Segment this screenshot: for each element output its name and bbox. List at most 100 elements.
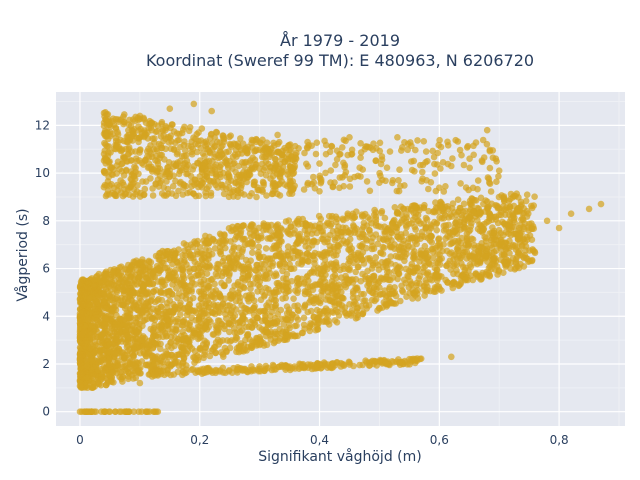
scatter-point bbox=[240, 315, 247, 323]
scatter-point bbox=[223, 337, 231, 344]
scatter-point bbox=[239, 140, 247, 147]
scatter-point bbox=[425, 185, 432, 193]
scatter-point bbox=[314, 323, 321, 331]
scatter-point bbox=[476, 209, 484, 216]
scatter-point bbox=[157, 262, 164, 269]
scatter-point bbox=[345, 246, 352, 253]
scatter-point bbox=[430, 288, 438, 296]
scatter-point bbox=[368, 296, 376, 304]
scatter-point bbox=[179, 359, 187, 367]
scatter-point bbox=[340, 265, 348, 273]
scatter-point bbox=[183, 282, 190, 290]
scatter-point bbox=[171, 139, 179, 147]
scatter-point bbox=[226, 189, 234, 197]
scatter-point bbox=[317, 215, 325, 223]
scatter-point bbox=[149, 192, 157, 199]
scatter-point bbox=[81, 283, 89, 291]
scatter-point bbox=[320, 318, 327, 326]
scatter-point bbox=[115, 118, 122, 125]
scatter-point bbox=[241, 265, 249, 273]
scatter-point bbox=[158, 144, 166, 152]
scatter-point bbox=[304, 250, 311, 257]
scatter-point bbox=[460, 208, 467, 216]
scatter-point bbox=[259, 186, 266, 194]
scatter-point bbox=[386, 148, 394, 155]
scatter-point bbox=[141, 185, 149, 193]
scatter-point bbox=[308, 268, 316, 275]
scatter-point bbox=[381, 214, 389, 222]
scatter-point bbox=[256, 341, 263, 349]
scatter-point bbox=[112, 125, 120, 133]
scatter-point bbox=[316, 299, 324, 307]
scatter-point bbox=[447, 266, 454, 273]
scatter-point bbox=[464, 142, 472, 150]
scatter-point bbox=[280, 258, 287, 266]
scatter-point bbox=[91, 338, 99, 345]
scatter-point bbox=[205, 157, 213, 165]
scatter-point bbox=[183, 288, 190, 295]
scatter-point bbox=[215, 154, 222, 162]
scatter-point bbox=[124, 408, 132, 416]
scatter-point bbox=[306, 283, 314, 290]
scatter-point bbox=[240, 191, 248, 198]
scatter-point bbox=[372, 253, 380, 261]
scatter-point bbox=[495, 167, 503, 174]
scatter-point bbox=[252, 147, 259, 155]
scatter-point bbox=[446, 250, 454, 257]
scatter-point bbox=[447, 211, 454, 218]
scatter-point bbox=[210, 301, 217, 308]
scatter-point bbox=[106, 191, 113, 198]
x-tick-label: 0,4 bbox=[310, 433, 329, 447]
scatter-point bbox=[211, 245, 219, 252]
scatter-point bbox=[281, 181, 289, 188]
scatter-point bbox=[84, 384, 91, 392]
scatter-point bbox=[353, 208, 360, 215]
scatter-point bbox=[269, 303, 276, 311]
scatter-point bbox=[299, 364, 307, 371]
scatter-point bbox=[102, 315, 110, 323]
scatter-point bbox=[454, 138, 462, 145]
scatter-point bbox=[474, 258, 482, 265]
scatter-point bbox=[340, 159, 347, 167]
scatter-point bbox=[179, 371, 186, 379]
scatter-point bbox=[322, 141, 330, 149]
scatter-point bbox=[332, 161, 339, 169]
scatter-point bbox=[232, 334, 240, 341]
scatter-point bbox=[120, 335, 128, 343]
scatter-point bbox=[262, 245, 270, 252]
scatter-point bbox=[440, 188, 448, 195]
scatter-point bbox=[111, 191, 118, 198]
scatter-point bbox=[275, 138, 283, 146]
scatter-point bbox=[427, 179, 435, 186]
scatter-point bbox=[184, 170, 191, 177]
scatter-point bbox=[114, 321, 121, 329]
scatter-point bbox=[324, 235, 332, 243]
scatter-point bbox=[227, 311, 234, 318]
scatter-point bbox=[231, 250, 238, 258]
scatter-point bbox=[295, 221, 302, 228]
scatter-point bbox=[483, 219, 491, 226]
scatter-point bbox=[76, 408, 84, 416]
scatter-point bbox=[454, 196, 462, 203]
scatter-point bbox=[127, 273, 135, 280]
scatter-point bbox=[448, 162, 455, 170]
scatter-point bbox=[201, 324, 209, 332]
scatter-point bbox=[417, 355, 425, 363]
scatter-point bbox=[88, 372, 96, 380]
scatter-point bbox=[327, 249, 335, 257]
scatter-point bbox=[77, 324, 85, 331]
scatter-point bbox=[151, 139, 158, 146]
scatter-point bbox=[194, 237, 201, 245]
scatter-point bbox=[378, 275, 385, 283]
scatter-point bbox=[474, 177, 482, 184]
scatter-point bbox=[191, 348, 199, 355]
scatter-point bbox=[382, 300, 389, 308]
scatter-point bbox=[136, 349, 144, 357]
scatter-point bbox=[259, 148, 267, 155]
scatter-point bbox=[228, 227, 235, 235]
scatter-point bbox=[286, 324, 293, 332]
scatter-point bbox=[133, 328, 140, 336]
scatter-point bbox=[231, 151, 239, 158]
scatter-point bbox=[272, 286, 280, 294]
scatter-point bbox=[112, 134, 120, 142]
